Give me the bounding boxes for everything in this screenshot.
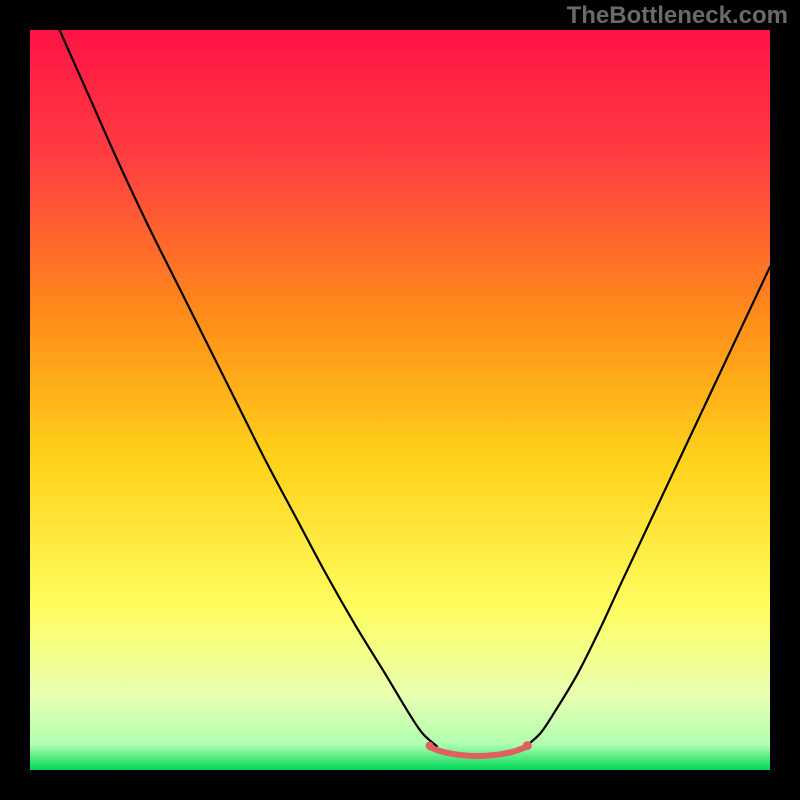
curve-bottom-optimal [430,747,526,756]
chart-container: { "canvas": { "width": 800, "height": 80… [0,0,800,800]
watermark-text: TheBottleneck.com [567,2,788,30]
curve-right [526,267,770,747]
plot-area [30,30,770,770]
chart-curves-layer [30,30,770,770]
optimal-start-marker [426,742,434,750]
curve-left [60,30,437,746]
optimal-end-marker [523,741,532,750]
